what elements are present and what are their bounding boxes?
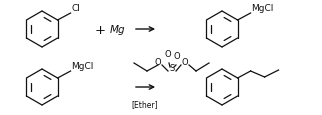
Text: Cl: Cl (71, 4, 80, 13)
Text: O: O (165, 50, 171, 59)
Text: S: S (169, 63, 175, 72)
Text: O: O (174, 52, 180, 60)
Text: Mg: Mg (110, 25, 126, 35)
Text: [Ether]: [Ether] (132, 99, 158, 108)
Text: MgCl: MgCl (71, 61, 94, 70)
Text: MgCl: MgCl (251, 4, 274, 13)
Text: O: O (155, 58, 161, 66)
Text: O: O (182, 58, 188, 66)
Text: +: + (94, 23, 106, 36)
